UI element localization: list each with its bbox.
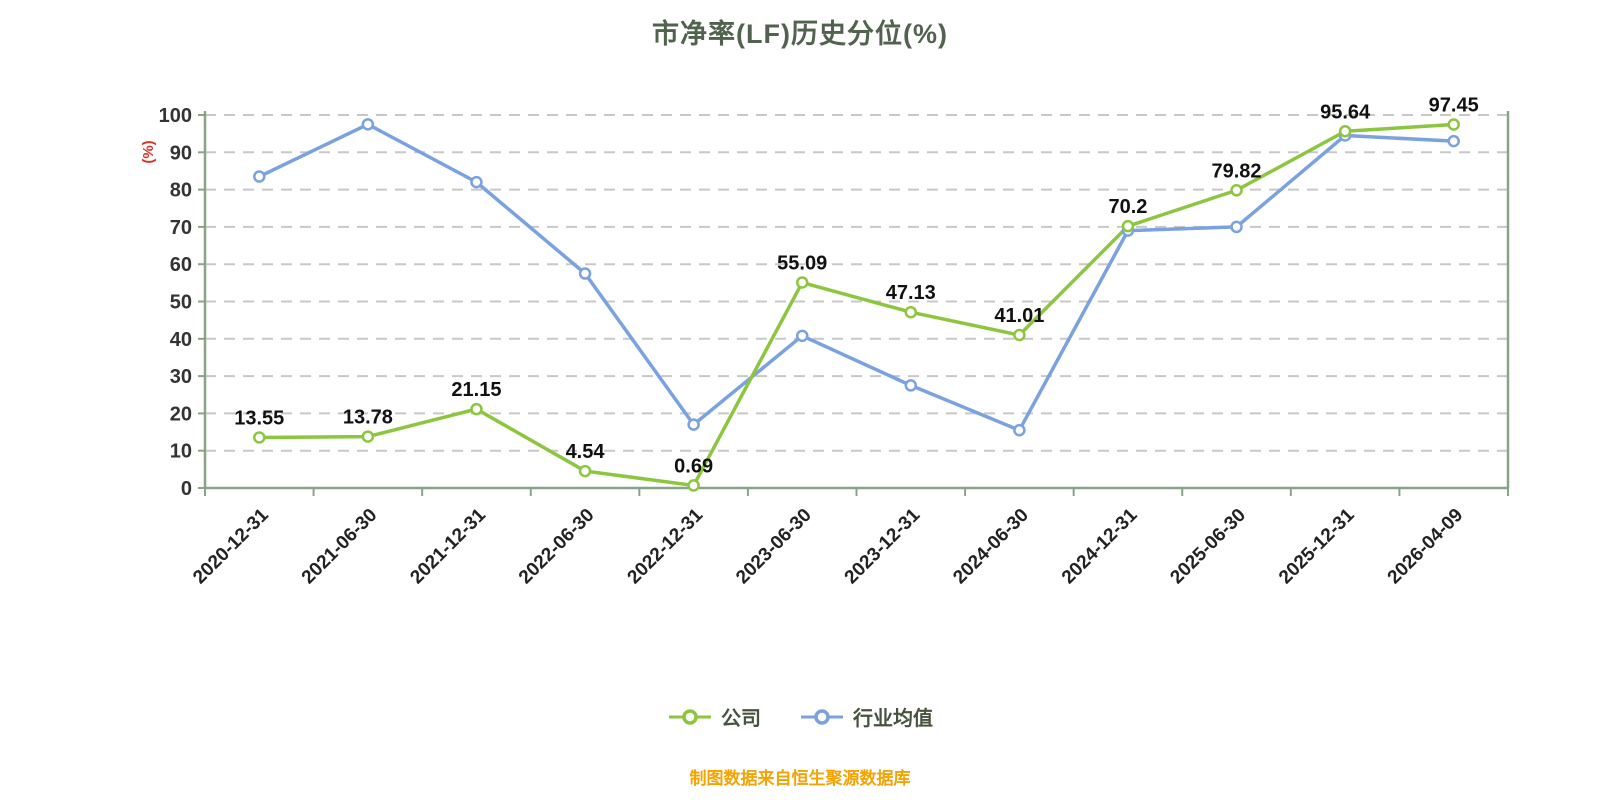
x-tick-label: 2026-04-09 [1384,505,1468,589]
y-tick-label: 100 [159,105,192,127]
data-point-label: 95.64 [1320,101,1371,123]
data-point [1447,118,1460,131]
y-tick-label: 80 [170,180,192,202]
y-tick-label: 20 [170,403,192,425]
data-point-label: 13.55 [234,407,284,429]
x-tick-label: 2021-06-30 [298,505,382,589]
data-point [795,276,809,289]
data-point [687,479,700,492]
data-point [795,329,809,343]
data-point [1013,328,1026,342]
data-point [1338,125,1352,138]
line-chart-canvas: 0 10 20 30 40 50 60 70 80 90 100 2020-12-31 2021-06-… [140,95,1510,589]
data-point-label: 21.15 [451,379,501,401]
data-point [1230,220,1243,234]
x-tick-label: 2024-06-30 [949,505,1033,589]
data-point-label: 70.2 [1108,196,1147,218]
y-tick-label: 70 [170,217,192,239]
data-point [361,118,375,131]
data-point [253,170,266,183]
data-point [470,175,483,189]
data-point [578,464,592,478]
x-tick-label: 2025-06-30 [1166,505,1250,589]
x-tick-label: 2022-06-30 [515,505,599,589]
legend-marker-icon [669,708,711,725]
y-tick-label: 90 [170,142,192,164]
y-tick-label: 40 [170,329,192,351]
x-tick-label: 2020-12-31 [189,504,273,588]
data-point-label: 47.13 [886,282,936,304]
data-point-label: 55.09 [777,253,827,275]
data-point-label: 79.82 [1212,160,1262,182]
data-point [687,418,700,431]
data-point [470,402,483,416]
legend-label: 公司 [721,708,761,730]
source-note: 制图数据来自恒生聚源数据库 [689,769,911,788]
y-axis-unit-label: (%) [140,140,157,163]
y-tick-label: 0 [181,478,192,500]
x-tick-label: 2025-12-31 [1275,504,1359,588]
chart-legend: 公司 行业均值 [0,702,1600,731]
legend-item-industry[interactable]: 行业均值 [799,702,933,731]
data-point-label: 41.01 [994,305,1044,327]
data-point [904,379,918,392]
data-point [1230,184,1243,197]
data-point [1013,423,1026,437]
y-tick-label: 10 [170,441,192,463]
series-line-company [257,122,1456,488]
data-point [361,430,375,443]
data-point [1447,134,1460,148]
chart-title: 市净率(LF)历史分位(%) [652,19,948,49]
data-point [578,267,592,280]
data-point [1121,219,1135,233]
x-tick-label: 2022-12-31 [624,504,708,588]
legend-marker-icon [801,708,843,725]
legend-item-company[interactable]: 公司 [667,702,761,731]
data-point-label: 4.54 [566,441,606,463]
x-tick-label: 2024-12-31 [1058,504,1142,588]
series-line-industry [257,122,1456,432]
data-point-label: 97.45 [1429,95,1479,117]
y-tick-label: 60 [170,254,192,276]
data-point-label: 13.78 [343,407,393,429]
x-tick-label: 2023-12-31 [841,504,925,588]
y-tick-label: 30 [170,366,192,388]
data-point [253,431,266,444]
x-tick-label: 2021-12-31 [406,504,490,588]
data-point [904,305,918,319]
data-point-label: 0.69 [674,455,713,477]
x-tick-label: 2023-06-30 [732,505,816,589]
y-tick-label: 50 [170,292,192,314]
legend-label: 行业均值 [853,708,933,730]
